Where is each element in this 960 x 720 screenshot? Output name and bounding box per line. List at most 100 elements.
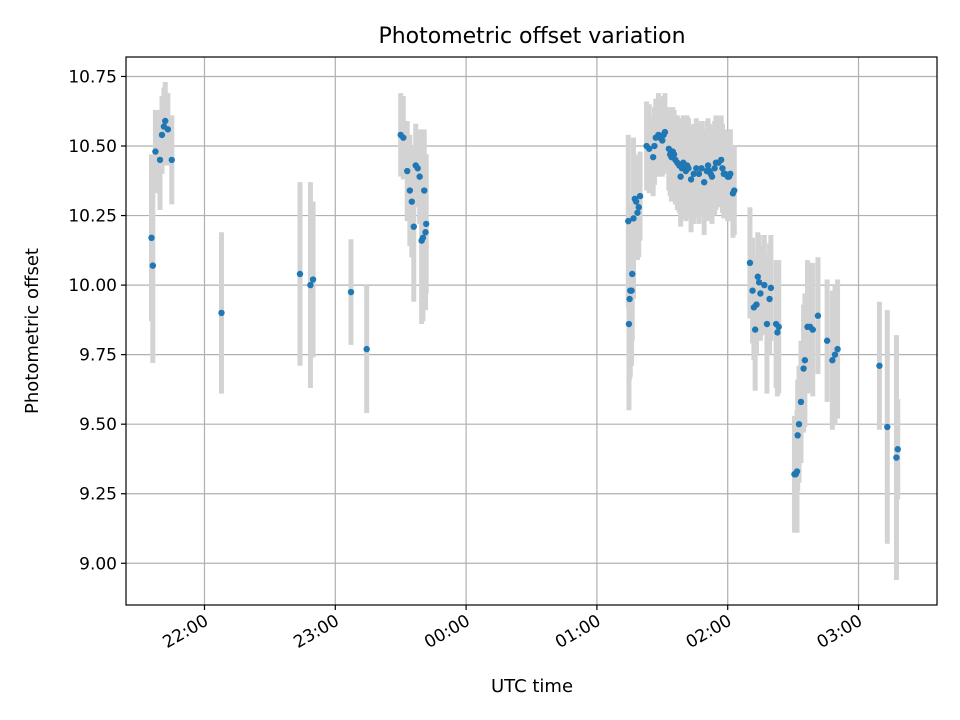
- y-tick-label: 9.50: [79, 415, 117, 435]
- data-point: [626, 295, 633, 303]
- data-point: [168, 156, 175, 164]
- data-point: [695, 170, 703, 178]
- y-tick-label: 10.25: [68, 207, 117, 227]
- data-point: [774, 329, 781, 336]
- data-point: [829, 357, 836, 364]
- data-point: [156, 156, 164, 164]
- data-point: [423, 220, 430, 228]
- data-point: [823, 337, 831, 344]
- data-point: [661, 128, 669, 136]
- data-point: [406, 187, 414, 194]
- data-point: [651, 142, 658, 150]
- data-point: [419, 234, 427, 242]
- data-point: [719, 165, 726, 172]
- data-point: [749, 287, 756, 294]
- data-point: [158, 131, 166, 139]
- data-points: [148, 117, 901, 478]
- data-point: [727, 170, 734, 178]
- data-point: [670, 151, 678, 158]
- data-point: [347, 288, 355, 296]
- data-point: [687, 176, 695, 183]
- data-point: [649, 153, 657, 161]
- data-point: [801, 357, 809, 364]
- data-point: [677, 173, 684, 180]
- y-tick-label: 9.00: [79, 554, 117, 574]
- data-point: [753, 301, 760, 308]
- data-point: [708, 173, 716, 180]
- data-point: [363, 345, 370, 353]
- y-axis-label: Photometric offset: [22, 248, 43, 414]
- plot-frame: [125, 56, 938, 606]
- data-point: [797, 398, 805, 406]
- data-point: [400, 134, 407, 141]
- data-point: [307, 281, 314, 289]
- y-axis-ticks: 9.00 9.25 9.50 9.75 10.00 10.25 10.50 10.75: [68, 67, 126, 574]
- data-point: [755, 279, 763, 286]
- data-point: [634, 209, 641, 216]
- data-point: [625, 217, 632, 225]
- data-point: [698, 165, 705, 172]
- data-point: [894, 446, 901, 453]
- data-point: [148, 234, 155, 242]
- data-point: [746, 259, 754, 267]
- data-point: [690, 170, 697, 178]
- data-point: [893, 454, 900, 461]
- data-point: [800, 365, 807, 372]
- data-point: [809, 326, 816, 333]
- data-point: [876, 362, 883, 369]
- data-point: [218, 309, 225, 317]
- x-axis-label: UTC time: [491, 676, 573, 697]
- data-point: [751, 326, 759, 333]
- data-point: [761, 281, 768, 289]
- data-point: [422, 229, 429, 236]
- data-point: [717, 156, 725, 164]
- y-tick-label: 10.75: [68, 67, 117, 87]
- data-point: [416, 173, 423, 180]
- data-point: [711, 165, 718, 172]
- data-point: [410, 223, 417, 230]
- y-tick-label: 10.50: [68, 137, 117, 157]
- data-point: [149, 262, 157, 269]
- y-tick-label: 9.25: [79, 485, 117, 505]
- data-point: [162, 117, 169, 125]
- data-point: [408, 198, 416, 205]
- data-point: [646, 145, 653, 152]
- data-point: [767, 284, 775, 292]
- data-point: [414, 165, 421, 172]
- data-point: [685, 165, 692, 172]
- data-point: [152, 148, 159, 155]
- data-point: [164, 126, 172, 133]
- data-point: [795, 420, 803, 428]
- data-point: [296, 270, 304, 278]
- data-point: [625, 320, 633, 328]
- data-point: [834, 345, 841, 353]
- data-point: [757, 290, 764, 297]
- data-point: [700, 178, 708, 186]
- data-point: [794, 432, 801, 439]
- data-point: [659, 137, 666, 144]
- data-point: [793, 468, 801, 475]
- data-point: [766, 295, 773, 303]
- y-tick-label: 10.00: [68, 276, 117, 296]
- data-point: [309, 276, 317, 283]
- data-point: [831, 351, 839, 358]
- y-tick-label: 9.75: [79, 346, 117, 366]
- data-point: [404, 167, 411, 175]
- data-point: [693, 165, 700, 172]
- data-point: [635, 204, 642, 211]
- data-point: [731, 187, 738, 194]
- data-point: [814, 312, 822, 319]
- data-point: [754, 273, 761, 280]
- chart-title: Photometric offset variation: [378, 24, 685, 49]
- data-point: [884, 423, 891, 431]
- data-point: [421, 187, 428, 194]
- data-point: [636, 192, 644, 200]
- data-point: [775, 323, 782, 331]
- data-point: [763, 320, 771, 328]
- data-point: [704, 162, 712, 169]
- data-point: [629, 270, 636, 278]
- data-point: [632, 198, 640, 205]
- data-point: [630, 215, 637, 222]
- data-point: [628, 287, 635, 294]
